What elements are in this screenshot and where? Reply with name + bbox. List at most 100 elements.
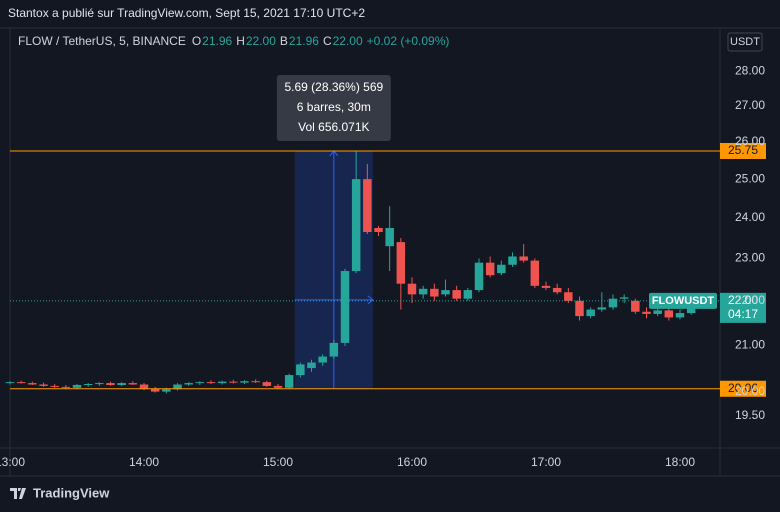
- legend-value: 22.00: [246, 34, 276, 48]
- candle-body: [307, 362, 316, 369]
- brand: TradingView: [33, 485, 110, 500]
- y-tick-label: 28.00: [735, 63, 765, 77]
- candle-body: [430, 288, 439, 297]
- candle-body: [541, 285, 551, 288]
- measure-text: 5.69 (28.36%) 569: [284, 80, 383, 94]
- candle-body: [229, 381, 238, 383]
- legend-value: 21.96: [289, 34, 319, 48]
- candle-body: [217, 381, 227, 384]
- candle-body: [61, 386, 71, 388]
- candle-body: [508, 256, 517, 265]
- candle-body: [396, 242, 406, 284]
- candle-body: [631, 300, 640, 312]
- candle-body: [474, 262, 484, 291]
- candle-body: [519, 256, 528, 261]
- candle-body: [597, 307, 607, 310]
- candle-body: [407, 283, 417, 295]
- candle-body: [150, 388, 160, 392]
- price-label: 22.00: [728, 293, 758, 307]
- candle-body: [72, 384, 82, 388]
- candle-body: [5, 382, 15, 384]
- candle-body: [39, 384, 48, 386]
- candle-body: [106, 383, 115, 385]
- candle-body: [351, 179, 361, 272]
- candle-body: [128, 383, 138, 385]
- candle-body: [441, 290, 450, 295]
- plot: [5, 150, 720, 394]
- candle-body: [497, 264, 506, 274]
- countdown: 04:17: [728, 307, 758, 321]
- measure-tooltip: [276, 75, 391, 141]
- y-tick-label: 20.00: [735, 384, 765, 398]
- candle-body: [95, 383, 104, 385]
- candle-body: [28, 383, 37, 385]
- legend-change: +0.02 (+0.09%): [367, 34, 450, 48]
- candle-body: [318, 356, 327, 363]
- candle-body: [206, 382, 216, 384]
- y-tick-label: 22.00: [735, 293, 765, 307]
- candle-body: [530, 260, 540, 286]
- candle-body: [329, 342, 339, 357]
- candle-body: [363, 179, 372, 232]
- candle-body: [340, 271, 350, 343]
- candle-body: [195, 382, 205, 384]
- candle-body: [184, 383, 193, 385]
- candle-body: [552, 287, 562, 293]
- level-label-bg: [720, 380, 766, 397]
- currency: USDT: [730, 36, 760, 48]
- candle-body: [296, 364, 305, 376]
- candle-body: [675, 313, 685, 318]
- candle-body: [374, 227, 383, 232]
- candle-body: [686, 307, 696, 314]
- candle-body: [664, 310, 674, 318]
- candle-body: [452, 290, 461, 299]
- candle-body: [284, 375, 294, 388]
- x-tick-label: 18:00: [665, 455, 695, 469]
- x-tick-label: 17:00: [531, 455, 561, 469]
- y-tick-label: 21.00: [735, 337, 765, 351]
- level-label: 20.06: [728, 381, 758, 395]
- measure-arrow: [367, 295, 374, 305]
- candle-body: [50, 385, 59, 387]
- legend-key: C: [323, 34, 332, 48]
- candle-body: [485, 262, 495, 276]
- level-label-bg: [720, 142, 766, 159]
- candle-body: [619, 297, 629, 299]
- legend-key: H: [236, 34, 245, 48]
- candle-body: [385, 227, 394, 247]
- x-tick-label: 13:00: [0, 455, 25, 469]
- candle-body: [83, 384, 93, 386]
- legend-value: 21.96: [202, 34, 232, 48]
- x-tick-label: 16:00: [397, 455, 427, 469]
- legend-value: 22.00: [333, 34, 363, 48]
- symbol: FLOW / TetherUS, 5, BINANCE: [18, 34, 186, 48]
- brand-logo: [10, 488, 26, 499]
- y-tick-label: 23.00: [735, 251, 765, 265]
- candle-body: [463, 290, 473, 299]
- candle-body: [117, 383, 126, 385]
- candle-body: [273, 385, 283, 388]
- candle-body: [262, 382, 272, 386]
- candle-body: [575, 300, 584, 317]
- measure-text: 6 barres, 30m: [297, 100, 371, 114]
- candle-body: [16, 382, 26, 384]
- x-tick-label: 14:00: [129, 455, 159, 469]
- candle-body: [564, 292, 573, 301]
- currency-box[interactable]: [727, 32, 763, 52]
- symbol-label: FLOWUSDT: [652, 295, 715, 307]
- x-tick-label: 15:00: [263, 455, 293, 469]
- candle-body: [608, 298, 618, 308]
- y-tick-label: 19.50: [735, 408, 765, 422]
- candle-body: [418, 288, 428, 295]
- publish-info: Stantox a publié sur TradingView.com, Se…: [8, 6, 365, 20]
- candle-body: [240, 381, 249, 383]
- legend-key: O: [192, 34, 201, 48]
- candle-body: [251, 381, 260, 383]
- candle-body: [642, 311, 651, 314]
- candle-body: [173, 384, 182, 390]
- level-label: 25.75: [728, 143, 758, 157]
- candle-body: [653, 310, 662, 314]
- y-tick-label: 25.00: [735, 171, 765, 185]
